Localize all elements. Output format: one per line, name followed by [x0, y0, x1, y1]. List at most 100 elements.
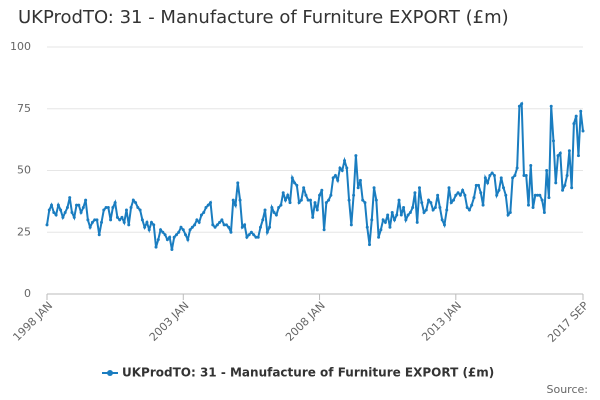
point — [190, 225, 194, 229]
point — [408, 210, 412, 214]
point — [318, 193, 322, 197]
point — [304, 193, 308, 197]
point — [140, 218, 144, 222]
point — [286, 193, 290, 197]
point — [449, 201, 453, 205]
point — [388, 225, 392, 229]
point — [483, 176, 487, 180]
point — [322, 228, 326, 232]
point — [336, 178, 340, 182]
point — [361, 198, 365, 202]
point — [45, 223, 49, 227]
point — [75, 203, 79, 207]
point — [168, 235, 172, 239]
point — [281, 191, 285, 195]
point — [576, 154, 580, 158]
point — [411, 206, 415, 210]
point — [308, 198, 312, 202]
point — [283, 198, 287, 202]
point — [540, 198, 544, 202]
point — [386, 213, 390, 217]
point — [290, 176, 294, 180]
point — [574, 114, 578, 118]
point — [177, 230, 181, 234]
point — [542, 210, 546, 214]
point — [297, 201, 301, 205]
point — [477, 183, 481, 187]
point — [258, 225, 262, 229]
point — [474, 183, 478, 187]
point — [447, 186, 451, 190]
point — [195, 218, 199, 222]
point — [238, 198, 242, 202]
point — [461, 188, 465, 192]
point — [54, 213, 58, 217]
point — [495, 193, 499, 197]
point — [220, 218, 224, 222]
point — [154, 245, 158, 249]
y-tick-label: 75 — [17, 102, 31, 115]
point — [431, 208, 435, 212]
point — [199, 213, 203, 217]
point — [456, 191, 460, 195]
point — [299, 198, 303, 202]
point — [365, 225, 369, 229]
chart-title: UKProdTO: 31 - Manufacture of Furniture … — [18, 7, 509, 28]
point — [127, 223, 131, 227]
point — [147, 228, 151, 232]
point — [520, 102, 524, 106]
point — [293, 181, 297, 185]
point — [270, 206, 274, 210]
point — [515, 166, 519, 170]
point — [363, 201, 367, 205]
point — [454, 193, 458, 197]
point — [406, 213, 410, 217]
point — [427, 198, 431, 202]
point — [249, 230, 253, 234]
point — [526, 203, 530, 207]
point — [390, 210, 394, 214]
point — [100, 220, 104, 224]
point — [104, 206, 108, 210]
point — [218, 220, 222, 224]
point — [458, 193, 462, 197]
point — [227, 225, 231, 229]
point — [404, 218, 408, 222]
point — [338, 166, 342, 170]
x-tick-label: 1998 JAN — [10, 299, 55, 344]
source: Source: — [547, 383, 589, 396]
point — [417, 186, 421, 190]
point — [302, 186, 306, 190]
point — [433, 206, 437, 210]
point — [497, 188, 501, 192]
point — [570, 186, 574, 190]
point — [50, 203, 54, 207]
y-tick-label: 0 — [24, 287, 31, 300]
point — [97, 233, 101, 237]
point — [122, 220, 126, 224]
point — [234, 203, 238, 207]
point — [429, 201, 433, 205]
point — [215, 223, 219, 227]
point — [61, 215, 65, 219]
point — [256, 235, 260, 239]
point — [213, 225, 217, 229]
point — [581, 129, 585, 133]
point — [379, 228, 383, 232]
point — [445, 208, 449, 212]
point — [231, 198, 235, 202]
point — [551, 139, 555, 143]
point — [159, 228, 163, 232]
point — [90, 220, 94, 224]
point — [52, 210, 56, 214]
point — [517, 104, 521, 108]
point — [558, 151, 562, 155]
point — [452, 198, 456, 202]
point — [120, 215, 124, 219]
point — [545, 169, 549, 172]
point — [413, 191, 417, 195]
point — [377, 235, 381, 239]
point — [129, 206, 133, 210]
point — [354, 154, 358, 158]
